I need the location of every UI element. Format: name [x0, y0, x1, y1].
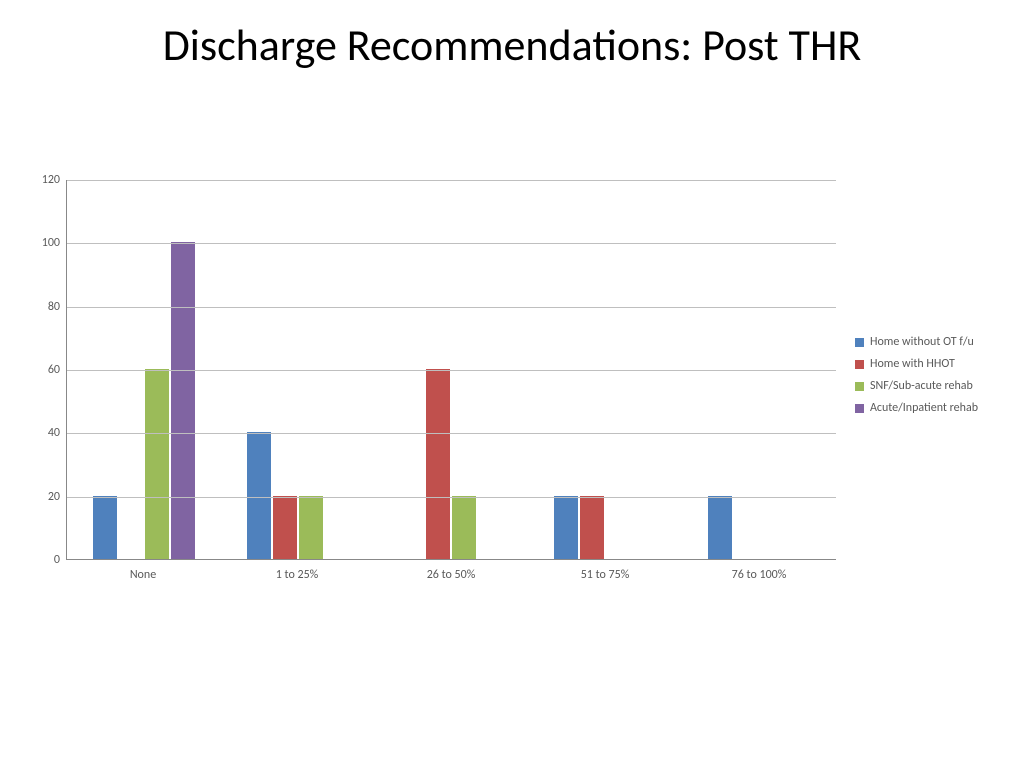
legend-item: Home without OT f/u	[855, 335, 978, 349]
bar	[452, 496, 476, 559]
grid-line	[67, 243, 836, 244]
legend-swatch	[855, 338, 864, 347]
legend: Home without OT f/u Home with HHOT SNF/Sub…	[855, 335, 978, 423]
legend-swatch	[855, 360, 864, 369]
legend-label: Home with HHOT	[870, 357, 955, 371]
bar	[580, 496, 604, 559]
x-axis-labels: None1 to 25%26 to 50%51 to 75%76 to 100%	[66, 564, 836, 582]
legend-label: Home without OT f/u	[870, 335, 974, 349]
y-axis: 020406080100120	[30, 180, 66, 560]
legend-item: Acute/Inpatient rehab	[855, 401, 978, 415]
bar	[299, 496, 323, 559]
y-tick-label: 60	[48, 363, 60, 377]
grid-line	[67, 180, 836, 181]
grid-line	[67, 370, 836, 371]
bar	[426, 369, 450, 559]
y-tick-label: 20	[48, 490, 60, 504]
bar	[145, 369, 169, 559]
y-tick-label: 40	[48, 426, 60, 440]
x-tick-label: 1 to 25%	[220, 564, 374, 582]
legend-label: SNF/Sub-acute rehab	[870, 379, 973, 393]
y-tick-label: 0	[54, 553, 60, 567]
legend-item: Home with HHOT	[855, 357, 978, 371]
plot-area	[66, 180, 836, 560]
grid-line	[67, 307, 836, 308]
legend-label: Acute/Inpatient rehab	[870, 401, 978, 415]
grid-line	[67, 433, 836, 434]
page-title: Discharge Recommendations: Post THR	[0, 0, 1024, 71]
bar	[708, 496, 732, 559]
bar-chart: 020406080100120 None1 to 25%26 to 50%51 …	[30, 180, 990, 600]
bar	[554, 496, 578, 559]
x-tick-label: 26 to 50%	[374, 564, 528, 582]
legend-item: SNF/Sub-acute rehab	[855, 379, 978, 393]
x-tick-label: 51 to 75%	[528, 564, 682, 582]
y-tick-label: 80	[48, 300, 60, 314]
legend-swatch	[855, 382, 864, 391]
grid-line	[67, 497, 836, 498]
y-tick-label: 100	[42, 236, 60, 250]
x-tick-label: 76 to 100%	[682, 564, 836, 582]
legend-swatch	[855, 404, 864, 413]
bar	[93, 496, 117, 559]
x-tick-label: None	[66, 564, 220, 582]
bar	[171, 242, 195, 559]
y-tick-label: 120	[42, 173, 60, 187]
bar	[273, 496, 297, 559]
